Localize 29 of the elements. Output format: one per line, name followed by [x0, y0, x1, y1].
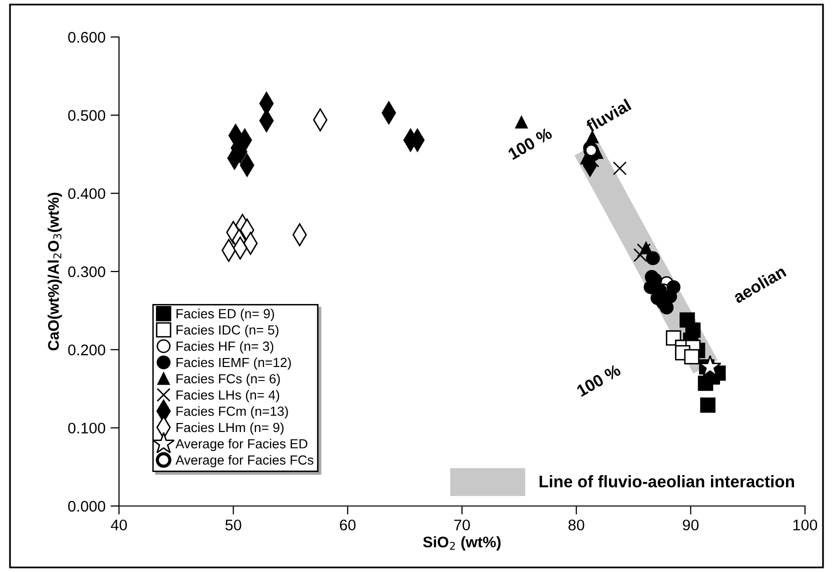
legend-label: Facies HF (n= 3) [176, 341, 274, 354]
y-tick-label: 0.300 [68, 266, 106, 278]
x-axis-title: SiO$_{2}$ (wt%) [423, 536, 501, 550]
legend-label: Facies LHs (n= 4) [176, 390, 280, 402]
y-tick-label: 0.400 [68, 188, 106, 200]
legend-label: Line of fluvio-aeolian interaction [540, 475, 794, 488]
x-tick-label: 70 [454, 520, 470, 530]
y-tick-label: 0.000 [68, 500, 106, 512]
legend-label: Average for Facies FCs [175, 455, 314, 468]
x-tick-label: 60 [340, 520, 356, 530]
legend-label: Facies ED (n= 9) [176, 308, 274, 321]
legend-label: Facies IDC (n= 5) [176, 324, 278, 338]
legend-label: Average for Facies ED [175, 438, 308, 452]
annotation: 100 % [507, 126, 553, 160]
x-tick-label: 100 [793, 520, 818, 530]
x-tick-label: 40 [110, 520, 127, 530]
y-tick-label: 0.100 [68, 422, 106, 434]
legend-label: Facies LHm (n= 9) [176, 422, 284, 435]
legend-label: Facies FCs (n= 6) [176, 374, 280, 386]
legend-label: Facies IEMF (n=12) [176, 357, 291, 370]
y-tick-label: 0.200 [68, 344, 106, 356]
legend-label: Facies FCm (n=13) [176, 406, 288, 419]
x-tick-label: 80 [568, 520, 584, 530]
annotation: 100 % [576, 364, 622, 397]
x-tick-label: 90 [682, 520, 699, 530]
x-tick-label: 50 [225, 520, 242, 530]
y-tick-label: 0.600 [68, 32, 106, 43]
y-axis-title: CaO(wt%)/Al$_{2}$O$_{3}$(wt%) [48, 192, 62, 350]
y-tick-label: 0.500 [68, 110, 106, 121]
